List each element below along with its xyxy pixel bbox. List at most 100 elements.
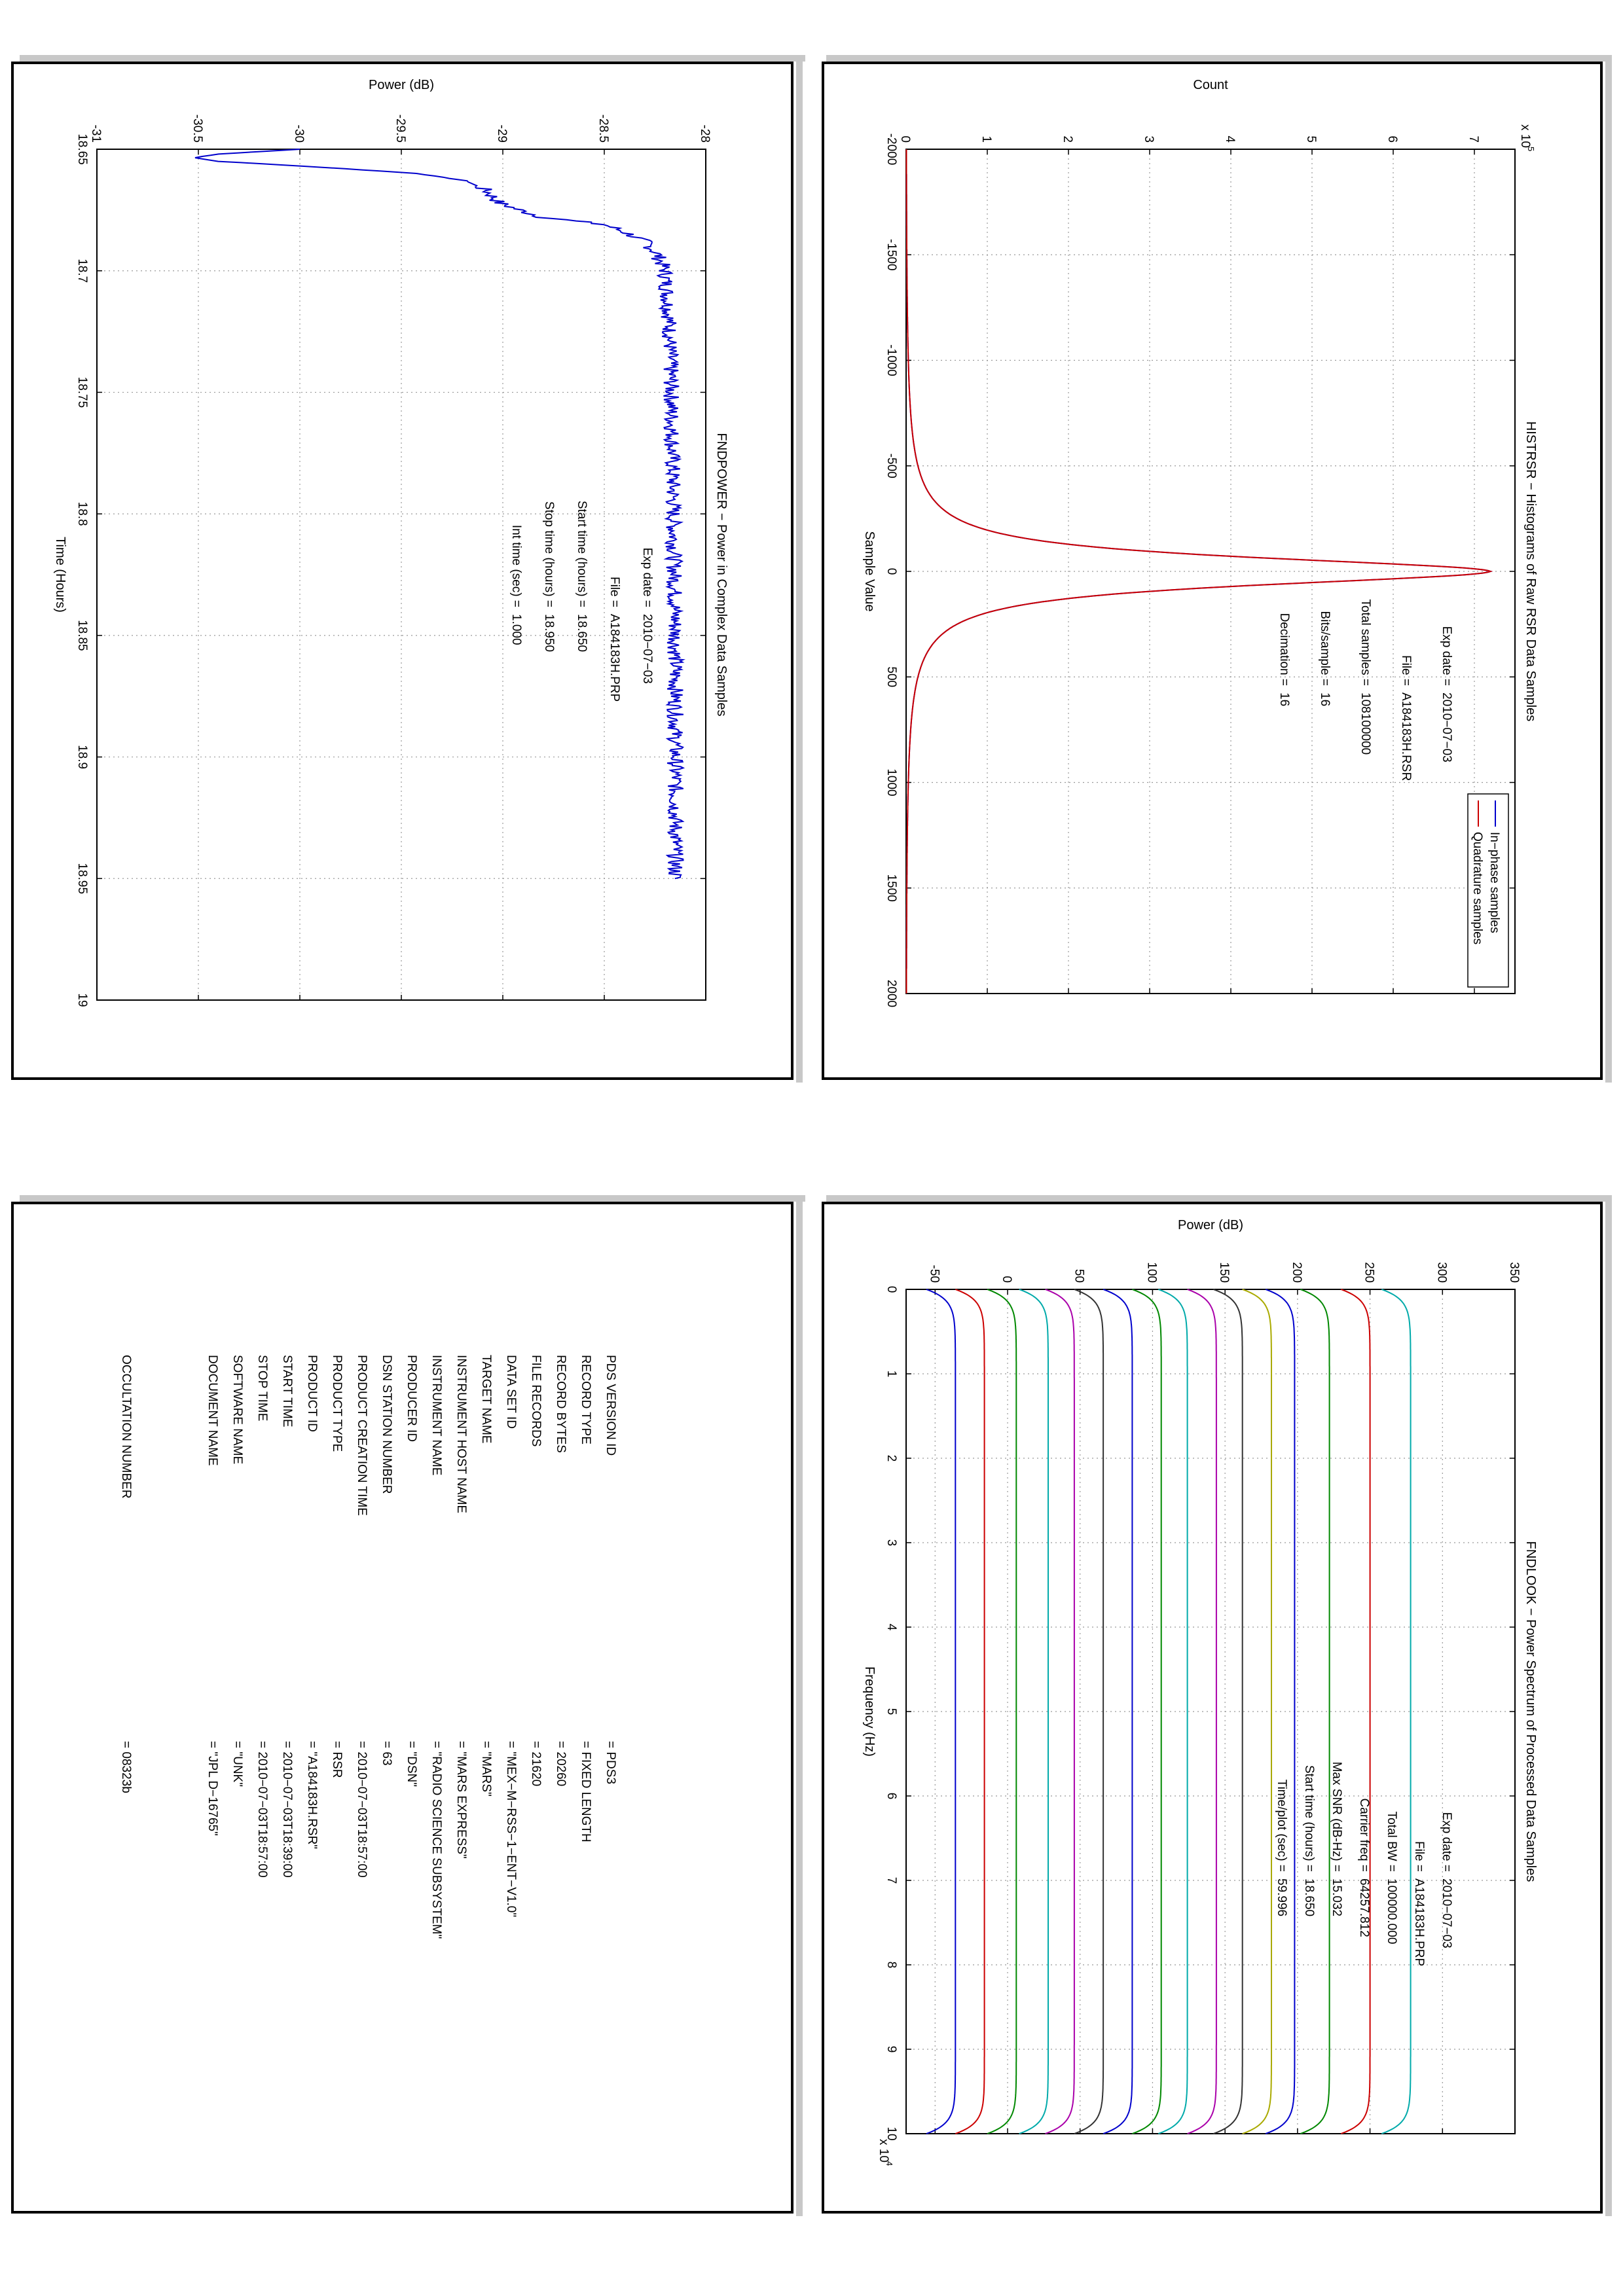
annotation-label: Exp date = — [1440, 626, 1453, 686]
x-tick-label: 1 — [884, 1371, 898, 1378]
x-multiplier-exponent: 4 — [884, 2161, 894, 2166]
pds-label-value: = "JPL D−16765" — [206, 1741, 219, 1836]
x-tick-label: 500 — [884, 666, 898, 687]
annotation-value: 100000.000 — [1385, 1878, 1398, 1944]
y-tick-label: -30.5 — [191, 115, 204, 143]
x-tick-label: 18.85 — [75, 620, 89, 651]
x-multiplier: x 10 — [877, 2139, 890, 2162]
legend-box — [1467, 793, 1509, 988]
plot-frame — [96, 149, 706, 1001]
annotation-value: 18.950 — [542, 614, 556, 652]
annotation-label: Carrier freq = — [1357, 1799, 1371, 1872]
x-tick-label: 2 — [884, 1455, 898, 1462]
y-tick-label: 250 — [1362, 1262, 1376, 1283]
x-tick-label: 18.95 — [75, 863, 89, 895]
pds-label-value: = 2010−07−03T18:39:00 — [280, 1741, 294, 1878]
annotation-value: 2010−07−03 — [1440, 1878, 1453, 1948]
y-tick-label: -31 — [89, 125, 103, 143]
pds-label-key: INSTRUMENT HOST NAME — [454, 1355, 468, 1514]
chart-title: HISTRSR − Histograms of Raw RSR Data Sam… — [1523, 422, 1538, 721]
x-tick-label: 0 — [884, 1286, 898, 1293]
y-tick-label: 350 — [1507, 1262, 1521, 1283]
y-tick-label: -50 — [927, 1265, 941, 1283]
chart-title: FNDPOWER − Power in Complex Data Samples — [714, 433, 729, 717]
plot-background — [906, 149, 1515, 994]
x-axis-label: Time (Hours) — [53, 537, 67, 613]
annotation-value: 15.032 — [1330, 1878, 1343, 1916]
annotation-value: 1.000 — [509, 614, 523, 645]
annotation-label: Total BW = — [1385, 1812, 1398, 1872]
pds-label-key: DOCUMENT NAME — [206, 1355, 219, 1466]
annotation-value: 16 — [1318, 692, 1332, 706]
annotation-value: 18.650 — [1302, 1878, 1316, 1916]
pds-label-key: PDS VERSION ID — [604, 1355, 617, 1456]
annotation-label: Bits/sample = — [1318, 611, 1332, 686]
y-tick-label: -28.5 — [596, 115, 610, 143]
spectrum-series-line — [1300, 1289, 1330, 2134]
plot-background — [906, 1289, 1515, 2134]
spectrum-series-line — [987, 1289, 1017, 2134]
annotation-label: Decimation = — [1277, 613, 1291, 686]
annotation-label: Exp date = — [640, 548, 654, 607]
x-tick-label: 6 — [884, 1793, 898, 1800]
y-multiplier-exponent: 5 — [1526, 147, 1536, 151]
pds-label-value: = "MEX−M−RSS−1−ENT−V1.0" — [504, 1741, 518, 1918]
pds-label-value: = 2010−07−03T18:57:00 — [255, 1741, 269, 1878]
x-tick-label: 1500 — [884, 874, 898, 902]
x-tick-label: -1500 — [884, 239, 898, 271]
y-tick-label: -28 — [698, 125, 712, 143]
power-series-line — [194, 149, 685, 880]
x-tick-label: 18.7 — [75, 259, 89, 283]
pds-label-key: RECORD TYPE — [579, 1355, 593, 1444]
pds-label-value: = FIXED LENGTH — [579, 1741, 593, 1842]
pds-label-key: PRODUCT ID — [305, 1355, 319, 1432]
annotation-value: 2010−07−03 — [640, 614, 654, 684]
annotation-value: 18.650 — [575, 614, 589, 652]
pds-label-value: = RSR — [330, 1741, 344, 1778]
x-tick-label: 5 — [884, 1708, 898, 1715]
pds-label-key: FILE RECORDS — [529, 1355, 543, 1447]
pds-label-value: = PDS3 — [604, 1741, 617, 1785]
annotation-value: 2010−07−03 — [1440, 692, 1453, 762]
y-tick-label: 0 — [898, 135, 912, 143]
y-tick-label: 50 — [1072, 1269, 1086, 1283]
pds-label-value: = 08323b — [119, 1741, 133, 1793]
annotation-label: Total samples = — [1359, 599, 1372, 686]
x-tick-label: 18.65 — [75, 134, 89, 165]
spectrum-series-line — [1340, 1289, 1371, 2134]
pds-label-key: STOP TIME — [255, 1355, 269, 1422]
pds-label-value: = 63 — [380, 1741, 393, 1766]
x-tick-label: 9 — [884, 2046, 898, 2053]
y-tick-label: 0 — [1000, 1276, 1013, 1283]
y-tick-label: 2 — [1061, 135, 1074, 143]
y-tick-label: 6 — [1385, 135, 1399, 143]
pds-label-value: = 21620 — [529, 1741, 543, 1787]
annotation-value: 16 — [1277, 692, 1291, 706]
pds-label-value: = "RADIO SCIENCE SUBSYSTEM" — [429, 1741, 443, 1939]
histrsr-panel: -2000 -1500 -1000 -500 0 500 1000 1500 2000 0 1 2 3 4… — [822, 62, 1603, 1080]
annotation-label: Max SNR (dB-Hz) = — [1330, 1762, 1343, 1872]
spectrum-series-line — [1265, 1289, 1296, 2134]
pds-label-panel: PDS VERSION ID = PDS3 RECORD TYPE = FIXED L… — [11, 1202, 793, 2214]
pds-label-value: = 20260 — [554, 1741, 568, 1787]
y-tick-label: 5 — [1304, 135, 1318, 143]
y-tick-label: 1 — [979, 135, 993, 143]
pds-label-value: = "MARS" — [479, 1741, 493, 1797]
y-tick-label: 7 — [1467, 135, 1480, 143]
annotation-value: A184183H.PRP — [1412, 1878, 1426, 1966]
x-tick-label: 2000 — [884, 980, 898, 1007]
y-tick-label: 100 — [1144, 1262, 1158, 1283]
pds-label-key: INSTRUMENT NAME — [429, 1355, 443, 1476]
annotation-label: Int time (sec) = — [509, 525, 523, 607]
y-tick-label: -29 — [495, 125, 509, 143]
y-tick-label: 3 — [1142, 135, 1156, 143]
y-axis-label: Count — [1193, 78, 1228, 92]
y-axis-label: Power (dB) — [1178, 1218, 1243, 1232]
spectrum-series-line — [926, 1289, 957, 2134]
annotation-value: 64257.812 — [1357, 1878, 1371, 1937]
x-tick-label: -2000 — [884, 134, 898, 166]
y-multiplier: x 10 — [1518, 124, 1532, 148]
pds-label-key: PRODUCT TYPE — [330, 1355, 344, 1452]
pds-label-key: OCCULTATION NUMBER — [119, 1355, 133, 1499]
x-axis-label: Frequency (Hz) — [862, 1666, 877, 1757]
